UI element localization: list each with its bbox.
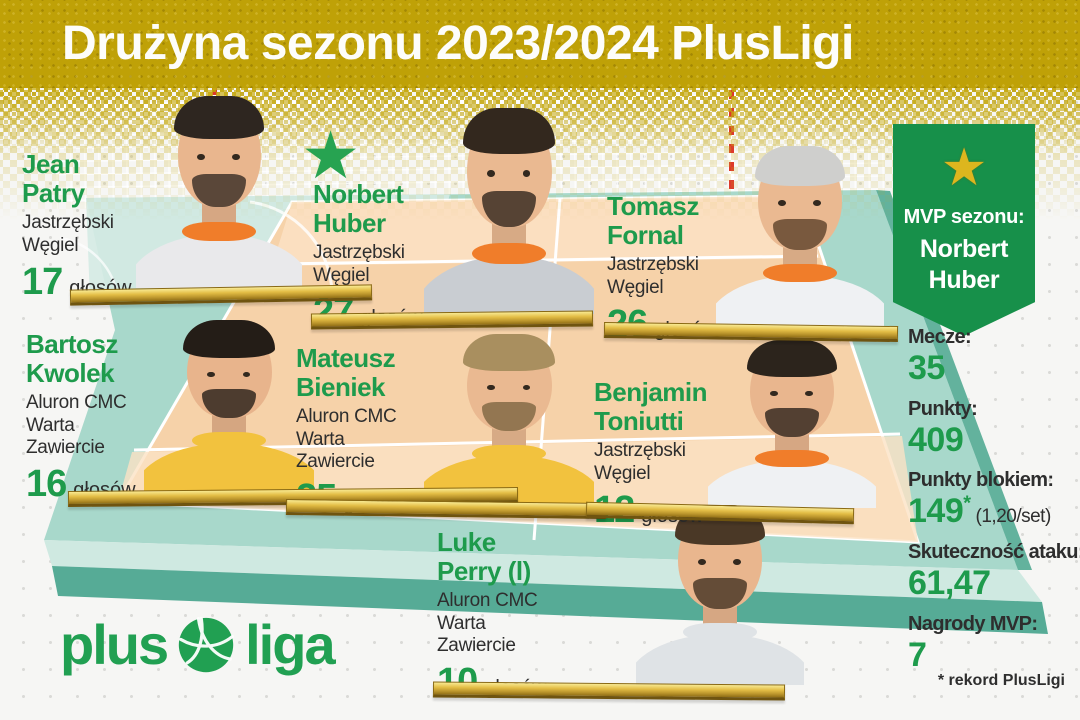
podium-bar <box>310 310 594 330</box>
player-name: Mateusz Bieniek <box>296 343 396 402</box>
player-photo <box>716 144 884 326</box>
player-club: Aluron CMC Warta Zawiercie <box>437 590 538 656</box>
player-club: Jastrzębski Węgiel <box>607 254 699 298</box>
header-banner: Drużyna sezonu 2023/2024 PlusLigi <box>0 0 1080 88</box>
record-footnote: * rekord PlusLigi <box>937 672 1065 689</box>
player-name: Benjamin Toniutti <box>594 377 708 436</box>
player-photo <box>424 332 594 503</box>
stat-matches: Mecze: 35 <box>908 326 972 387</box>
player-photo <box>136 94 302 288</box>
mvp-stats-panel: Mecze: 35 Punkty: 409 Punkty blokiem: 14… <box>908 326 1080 685</box>
stat-mvp-awards: Nagrody MVP: 7 <box>908 612 1038 674</box>
player-club: Aluron CMC Warta Zawiercie <box>296 406 397 472</box>
mvp-panel: ★ MVP sezonu: Norbert Huber <box>893 124 1035 336</box>
mvp-player-name: Norbert Huber <box>919 235 1009 294</box>
player-photo <box>424 106 594 314</box>
player-name: Norbert Huber <box>313 179 404 238</box>
player-name: Tomasz Fornal <box>607 191 699 250</box>
player-name: Luke Perry (l) <box>437 527 531 586</box>
plusliga-logo: plus liga <box>60 612 336 677</box>
player-name: Bartosz Kwolek <box>26 329 118 388</box>
player-club: Aluron CMC Warta Zawiercie <box>26 392 127 458</box>
player-card: Luke Perry (l) Aluron CMC Warta Zawiercie … <box>437 528 577 704</box>
player-card: Jean Patry Jastrzębski Węgiel 17 głosów <box>22 150 154 304</box>
player-club: Jastrzębski Węgiel <box>594 440 686 484</box>
logo-word-liga: liga <box>245 613 335 676</box>
stat-block-points: Punkty blokiem: 149*(1,20/set) <box>908 469 1054 531</box>
stat-attack-efficiency: Skuteczność ataku: 61,47 <box>908 541 1080 603</box>
logo-word-plus: plus <box>60 613 169 676</box>
mvp-label: MVP sezonu: <box>903 206 1025 228</box>
player-photo <box>144 318 314 491</box>
page-title: Drużyna sezonu 2023/2024 PlusLigi <box>62 17 854 70</box>
volleyball-icon <box>178 616 234 672</box>
player-name: Jean Patry <box>22 149 85 208</box>
podium-bar <box>432 681 786 701</box>
player-club: Jastrzębski Węgiel <box>313 242 405 286</box>
player-card: Bartosz Kwolek Aluron CMC Warta Zawiercie … <box>26 330 156 506</box>
player-club: Jastrzębski Węgiel <box>22 212 114 256</box>
player-photo <box>708 338 876 508</box>
stat-points: Punkty: 409 <box>908 397 978 459</box>
mvp-star-icon: ★ <box>940 139 988 197</box>
